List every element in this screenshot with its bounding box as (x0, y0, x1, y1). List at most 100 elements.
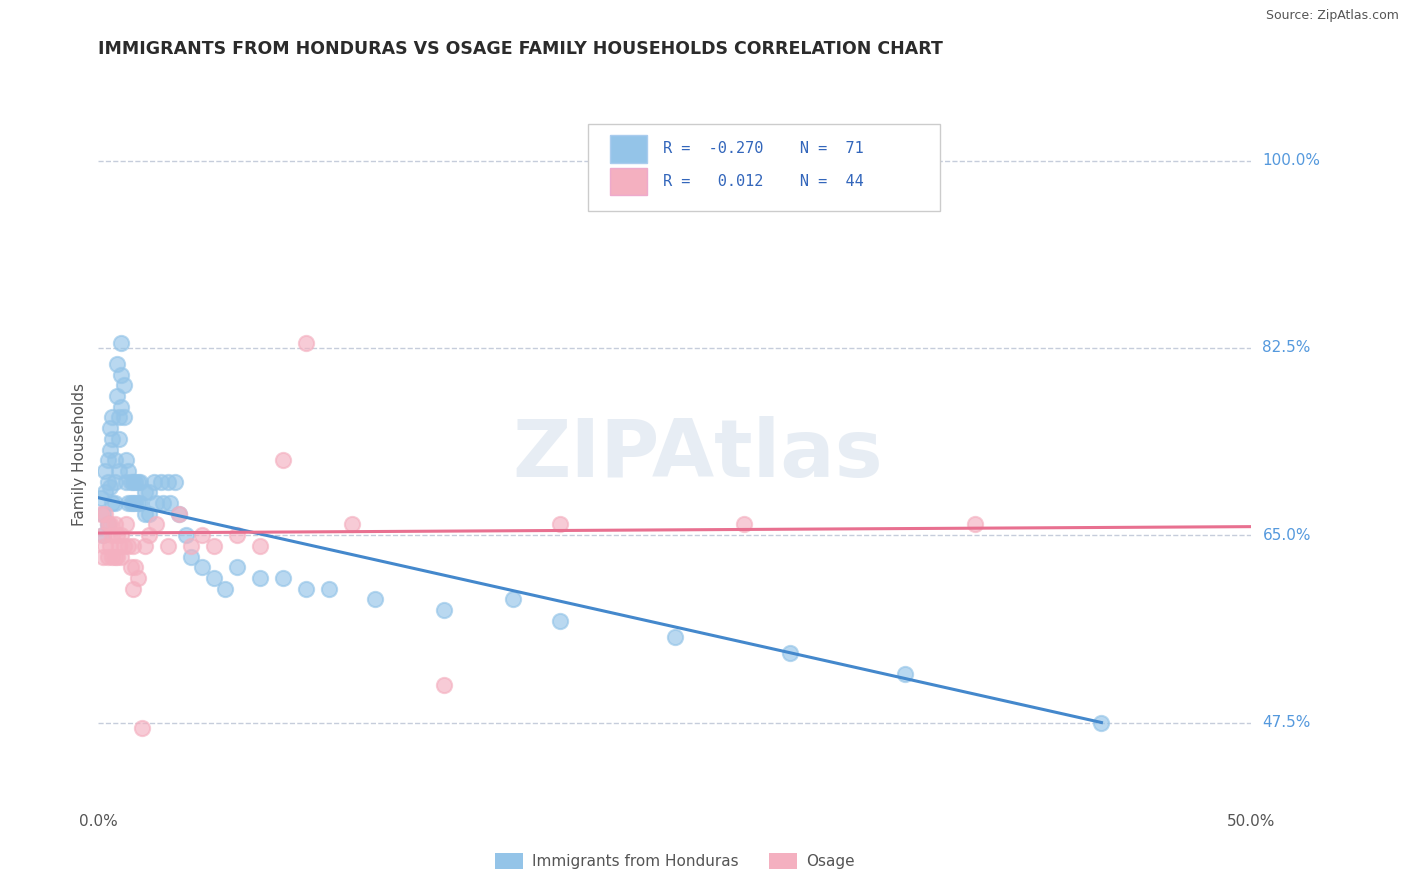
Point (105, 389, 128, 403)
Text: Source: ZipAtlas.com: Source: ZipAtlas.com (1265, 9, 1399, 22)
Point (115, 475, 138, 489)
Point (105, 528, 128, 542)
Point (225, 560, 247, 574)
Point (108, 410, 131, 425)
Point (115, 453, 138, 467)
Point (110, 549, 132, 564)
Point (117, 464, 139, 478)
Point (101, 496, 124, 510)
Point (117, 496, 139, 510)
Point (110, 400, 132, 414)
Point (174, 528, 197, 542)
Point (105, 357, 128, 371)
Text: 65.0%: 65.0% (1263, 528, 1310, 542)
Point (120, 496, 142, 510)
FancyBboxPatch shape (610, 135, 647, 162)
Point (91, 507, 114, 521)
Point (103, 453, 125, 467)
Point (433, 678, 456, 692)
Text: R =   0.012    N =  44: R = 0.012 N = 44 (664, 174, 865, 189)
Point (117, 539, 139, 553)
Point (149, 475, 172, 489)
Text: 100.0%: 100.0% (1263, 153, 1320, 168)
Point (202, 539, 225, 553)
Point (91, 549, 114, 564)
Point (129, 496, 152, 510)
Point (103, 549, 125, 564)
Point (129, 475, 152, 489)
Legend: Immigrants from Honduras, Osage: Immigrants from Honduras, Osage (489, 847, 860, 875)
Text: IMMIGRANTS FROM HONDURAS VS OSAGE FAMILY HOUSEHOLDS CORRELATION CHART: IMMIGRANTS FROM HONDURAS VS OSAGE FAMILY… (98, 40, 943, 58)
Point (340, 517, 363, 532)
Point (271, 571, 294, 585)
Point (98, 442, 121, 457)
Y-axis label: Family Households: Family Households (72, 384, 87, 526)
Point (127, 496, 149, 510)
Text: 47.5%: 47.5% (1263, 715, 1310, 730)
Point (134, 507, 156, 521)
Point (98, 539, 121, 553)
Point (122, 475, 145, 489)
Point (271, 453, 294, 467)
Point (97, 517, 120, 532)
Point (110, 368, 132, 382)
Point (145, 496, 167, 510)
Point (364, 592, 387, 607)
Point (167, 507, 190, 521)
Point (134, 485, 156, 500)
Point (180, 549, 202, 564)
Point (94, 507, 117, 521)
Point (112, 378, 135, 392)
Point (101, 410, 124, 425)
Point (103, 496, 125, 510)
Point (124, 475, 146, 489)
Point (138, 528, 160, 542)
Text: ZIPAtlas: ZIPAtlas (513, 416, 883, 494)
Point (98, 480, 121, 494)
Point (103, 475, 125, 489)
Point (502, 592, 524, 607)
Point (101, 432, 124, 446)
Point (91, 528, 114, 542)
Point (101, 549, 124, 564)
Point (120, 560, 142, 574)
Point (94, 485, 117, 500)
Point (134, 539, 156, 553)
Text: R =  -0.270    N =  71: R = -0.270 N = 71 (664, 141, 865, 156)
Point (115, 517, 138, 532)
Point (97, 549, 120, 564)
Point (152, 496, 174, 510)
Point (433, 603, 456, 617)
Point (105, 549, 128, 564)
Point (548, 517, 571, 532)
Point (156, 475, 179, 489)
Point (108, 464, 131, 478)
Point (318, 582, 340, 596)
Point (180, 539, 202, 553)
Point (122, 582, 145, 596)
Point (163, 475, 186, 489)
Point (145, 517, 167, 532)
Point (156, 539, 179, 553)
Point (101, 528, 124, 542)
Point (138, 485, 160, 500)
Point (779, 646, 801, 660)
Point (124, 560, 146, 574)
Point (894, 667, 917, 681)
Point (214, 582, 236, 596)
Point (202, 571, 225, 585)
Point (103, 517, 125, 532)
Point (295, 582, 318, 596)
Point (108, 539, 131, 553)
Point (108, 432, 131, 446)
FancyBboxPatch shape (610, 168, 647, 195)
Point (94, 464, 117, 478)
Point (963, 517, 986, 532)
Point (122, 539, 145, 553)
Point (110, 528, 132, 542)
Point (97, 475, 120, 489)
Point (124, 496, 146, 510)
Point (112, 539, 135, 553)
Point (664, 630, 686, 644)
Point (191, 560, 214, 574)
